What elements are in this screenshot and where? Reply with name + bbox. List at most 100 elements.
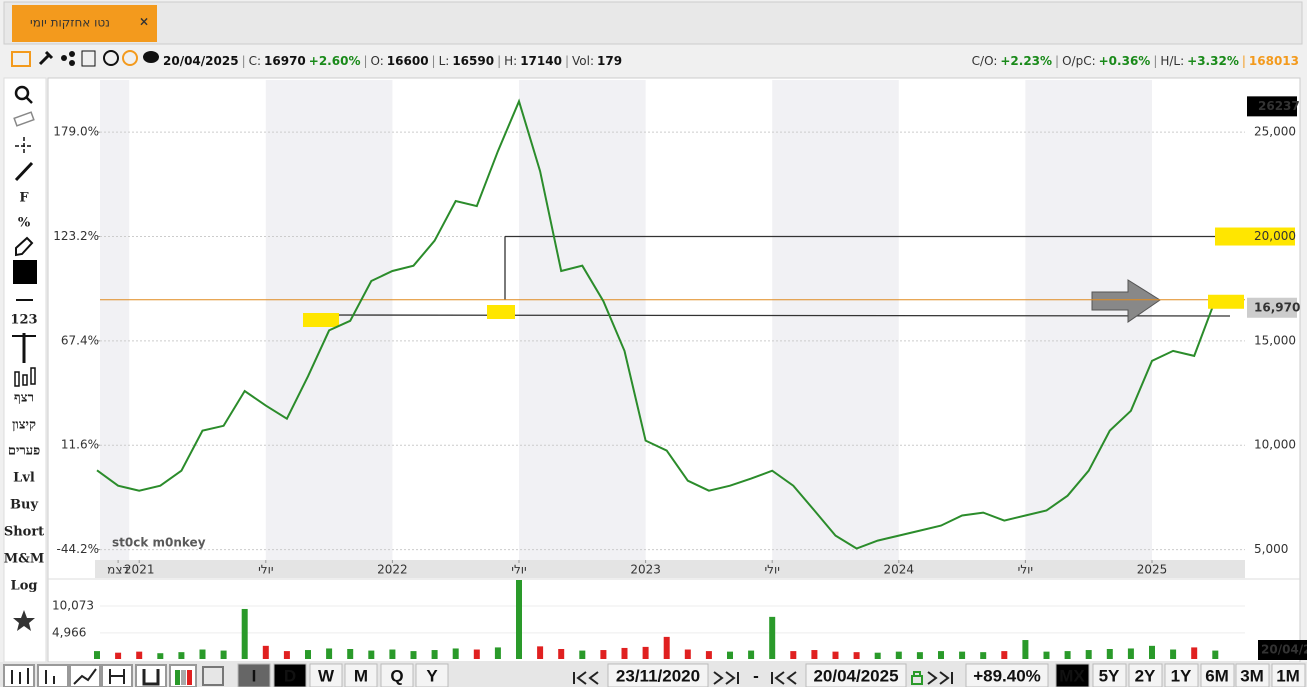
range-button[interactable] (1200, 663, 1235, 687)
y-tick-label: 5,000 (1254, 542, 1288, 556)
range-button[interactable] (1164, 663, 1199, 687)
range-button[interactable] (1128, 663, 1163, 687)
period-button[interactable] (237, 663, 271, 687)
volume-last-label: 20/04/20 (1261, 643, 1307, 657)
info-icon[interactable] (122, 50, 138, 66)
info-icon[interactable] (81, 50, 96, 67)
info-item: | (1055, 54, 1059, 68)
tab[interactable] (12, 5, 157, 42)
info-icon[interactable] (69, 60, 75, 66)
volume-bar (1106, 648, 1113, 659)
period-label[interactable]: D (284, 666, 296, 685)
volume-bar (305, 650, 311, 659)
period-label[interactable]: I (252, 666, 257, 685)
tab-close[interactable]: × (139, 15, 149, 29)
info-icon[interactable] (69, 51, 75, 57)
range-label[interactable]: 3M (1240, 666, 1264, 685)
range-label[interactable]: MX (1059, 666, 1085, 685)
color-swatch[interactable] (13, 260, 37, 284)
volume-bar (326, 648, 333, 659)
range-label[interactable]: 1M (1276, 666, 1300, 685)
date-box[interactable] (607, 663, 709, 687)
x-tick-label: יולי (511, 563, 526, 577)
info-bar: C/O: +2.23% | O/pC: +0.36% | H/L: +3.32% | 168013 (972, 54, 1299, 68)
volume-bar (1001, 651, 1008, 659)
volume-bar (157, 653, 164, 659)
range-button[interactable] (1235, 663, 1270, 687)
highlight (303, 313, 339, 327)
period-button[interactable] (273, 663, 307, 687)
range-button[interactable] (1092, 663, 1127, 687)
info-icons[interactable] (38, 50, 159, 67)
volume-bar (663, 636, 670, 659)
range-label[interactable]: 6M (1205, 666, 1229, 685)
volume-bar (705, 651, 712, 659)
info-item: | (1153, 54, 1157, 68)
info-item: Vol: (572, 54, 594, 68)
star-icon[interactable] (13, 610, 35, 631)
date-box[interactable] (805, 663, 907, 687)
volume-bar (220, 650, 227, 659)
volume-bar (1212, 650, 1219, 659)
period-label[interactable]: Q (390, 666, 403, 685)
info-item: H/L: (1160, 54, 1184, 68)
range-button[interactable] (1055, 663, 1090, 687)
toolbar-item[interactable]: קיצון (12, 418, 36, 433)
last-highlight (1208, 294, 1244, 309)
period-label[interactable]: Y (426, 666, 438, 685)
info-icon[interactable] (103, 50, 119, 66)
x-tick-label: 2025 (1137, 563, 1168, 577)
y2-tick-label: 11.6% (61, 438, 99, 452)
toolbar-item[interactable]: M&M (4, 552, 45, 567)
volume-bar (621, 647, 628, 659)
period-button[interactable] (344, 663, 378, 687)
period-label[interactable]: W (318, 666, 335, 685)
info-item: H: (504, 54, 517, 68)
period-button[interactable] (309, 663, 343, 687)
volume-bar (241, 608, 248, 659)
date-to[interactable]: 20/04/2025 (813, 666, 898, 685)
info-item: | (363, 54, 367, 68)
toolbar-item[interactable]: Buy (10, 498, 38, 513)
highlight (487, 305, 515, 319)
info-item: 168013 (1249, 54, 1299, 68)
range-label[interactable]: 2Y (1135, 666, 1156, 685)
volume-bar (178, 652, 185, 659)
volume-bar (600, 650, 607, 659)
volume-bar (727, 651, 733, 659)
info-icon[interactable] (38, 50, 54, 66)
toolbar-icons[interactable] (11, 51, 36, 387)
toolbar-item[interactable]: Log (11, 579, 38, 594)
info-item: O/pC: (1062, 54, 1096, 68)
price-line (96, 98, 1217, 550)
date-from[interactable]: 23/11/2020 (616, 666, 700, 685)
y-tick-label: 25,000 (1254, 125, 1296, 139)
period-button[interactable] (415, 663, 449, 687)
volume-bar (642, 646, 649, 659)
toolbar-item[interactable]: Short (4, 525, 44, 540)
period-band (1025, 80, 1152, 560)
toolbar-item[interactable]: F (19, 191, 29, 206)
toolbar-item[interactable]: % (18, 216, 31, 231)
y2-tick-label: 123.2% (53, 229, 99, 243)
info-item: C: (249, 54, 261, 68)
period-button[interactable] (380, 663, 414, 687)
toolbar-item[interactable]: פערים (8, 444, 40, 459)
toolbar-item[interactable]: 123 (10, 313, 37, 328)
range-label[interactable]: 1Y (1171, 666, 1192, 685)
volume-bar (790, 651, 797, 659)
volume-bar (262, 645, 269, 659)
toolbar-item[interactable]: רצף (14, 391, 34, 406)
volume-bar (1191, 647, 1198, 659)
volume-bar (494, 647, 501, 659)
info-icon[interactable] (143, 51, 159, 63)
info-icon[interactable] (61, 55, 67, 61)
period-label[interactable]: M (354, 666, 368, 685)
info-item: | (497, 54, 501, 68)
range-button[interactable] (1271, 663, 1306, 687)
toolbar-item[interactable]: Lvl (13, 471, 35, 486)
range-label[interactable]: 5Y (1099, 666, 1120, 685)
bottom-icons[interactable] (3, 664, 953, 687)
period-band (772, 80, 899, 560)
